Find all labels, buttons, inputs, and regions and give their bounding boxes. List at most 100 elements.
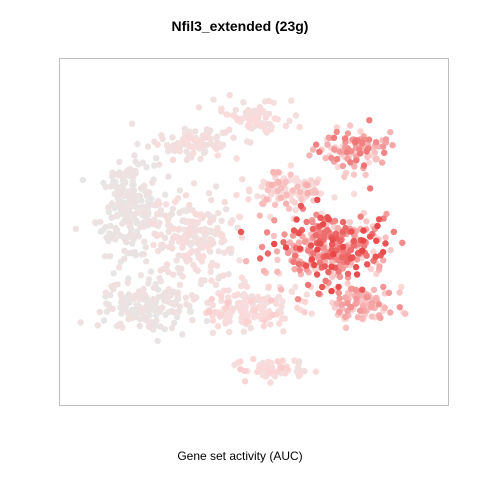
scatter-point	[294, 304, 301, 311]
scatter-point	[258, 243, 266, 251]
scatter-point	[295, 230, 302, 237]
scatter-point	[353, 157, 360, 164]
scatter-point	[189, 316, 196, 324]
scatter-point	[275, 178, 282, 186]
scatter-point	[132, 158, 139, 165]
scatter-point	[331, 194, 338, 201]
scatter-point	[360, 162, 368, 169]
scatter-point	[72, 225, 79, 232]
scatter-point	[271, 240, 278, 248]
scatter-point	[258, 183, 266, 190]
scatter-point	[116, 232, 124, 239]
scatter-point	[314, 246, 321, 253]
scatter-point	[129, 181, 136, 188]
scatter-point	[176, 303, 184, 310]
scatter-point	[308, 310, 315, 317]
scatter-point	[342, 294, 349, 301]
scatter-point	[169, 156, 177, 164]
scatter-point	[212, 281, 220, 288]
scatter-point	[206, 308, 213, 315]
scatter-point	[149, 221, 157, 228]
scatter-point	[317, 214, 324, 221]
scatter-point	[115, 172, 122, 179]
scatter-point	[329, 236, 336, 243]
scatter-point	[274, 368, 281, 375]
scatter-point	[288, 288, 295, 295]
scatter-point	[126, 299, 133, 306]
scatter-point	[298, 195, 305, 203]
scatter-point	[218, 217, 225, 224]
scatter-point	[328, 154, 335, 162]
scatter-point	[366, 233, 374, 240]
scatter-point	[307, 177, 315, 184]
scatter-point	[324, 141, 331, 148]
scatter-point	[331, 146, 338, 153]
scatter-point	[137, 204, 144, 211]
scatter-point	[265, 97, 273, 105]
scatter-point	[375, 301, 382, 308]
scatter-point	[292, 112, 300, 119]
scatter-point	[181, 125, 188, 132]
scatter-point	[144, 143, 152, 150]
scatter-point	[188, 227, 195, 235]
scatter-point	[143, 315, 150, 322]
scatter-point	[285, 205, 293, 212]
scatter-point	[288, 97, 295, 104]
scatter-point	[284, 249, 292, 257]
scatter-point	[156, 275, 163, 282]
scatter-point	[274, 358, 281, 365]
scatter-point	[237, 365, 244, 373]
scatter-point	[96, 218, 104, 226]
scatter-point	[154, 141, 161, 148]
scatter-point	[210, 239, 217, 247]
scatter-point	[114, 212, 121, 220]
scatter-point	[118, 297, 126, 304]
scatter-point	[198, 258, 206, 265]
scatter-point	[336, 309, 343, 316]
scatter-point	[167, 292, 174, 299]
scatter-point	[359, 286, 366, 293]
scatter-point	[190, 149, 197, 157]
scatter-point	[204, 211, 211, 218]
scatter-point	[353, 295, 360, 302]
scatter-point	[165, 268, 172, 276]
scatter-point	[319, 283, 326, 291]
scatter-point	[167, 299, 174, 306]
scatter-point	[127, 232, 135, 239]
scatter-point	[215, 248, 222, 255]
scatter-point	[387, 309, 394, 316]
scatter-point	[357, 128, 364, 135]
scatter-point	[283, 364, 290, 372]
scatter-point	[107, 222, 114, 230]
scatter-point	[218, 292, 225, 300]
scatter-point	[362, 171, 369, 178]
scatter-point	[246, 117, 253, 124]
scatter-point	[282, 122, 290, 130]
scatter-point	[144, 189, 152, 196]
scatter-point	[200, 228, 207, 235]
scatter-point	[190, 144, 197, 151]
scatter-point	[351, 163, 358, 170]
scatter-point	[215, 209, 222, 217]
scatter-point	[278, 364, 285, 371]
scatter-point	[127, 249, 134, 257]
scatter-point	[210, 96, 217, 103]
scatter-point	[150, 284, 158, 291]
scatter-point	[328, 241, 336, 248]
scatter-point	[381, 304, 388, 311]
scatter-point	[267, 379, 274, 386]
scatter-point	[396, 304, 403, 311]
scatter-point	[335, 289, 342, 297]
scatter-point	[159, 292, 166, 299]
scatter-point	[280, 239, 287, 246]
scatter-point	[303, 291, 310, 298]
scatter-point	[165, 228, 172, 235]
scatter-point	[254, 293, 261, 301]
scatter-point	[195, 104, 203, 111]
scatter-point	[371, 149, 379, 156]
plot-area	[59, 58, 449, 406]
scatter-point	[263, 196, 270, 203]
scatter-point	[339, 218, 347, 226]
scatter-point	[205, 190, 213, 197]
scatter-point	[262, 373, 270, 380]
